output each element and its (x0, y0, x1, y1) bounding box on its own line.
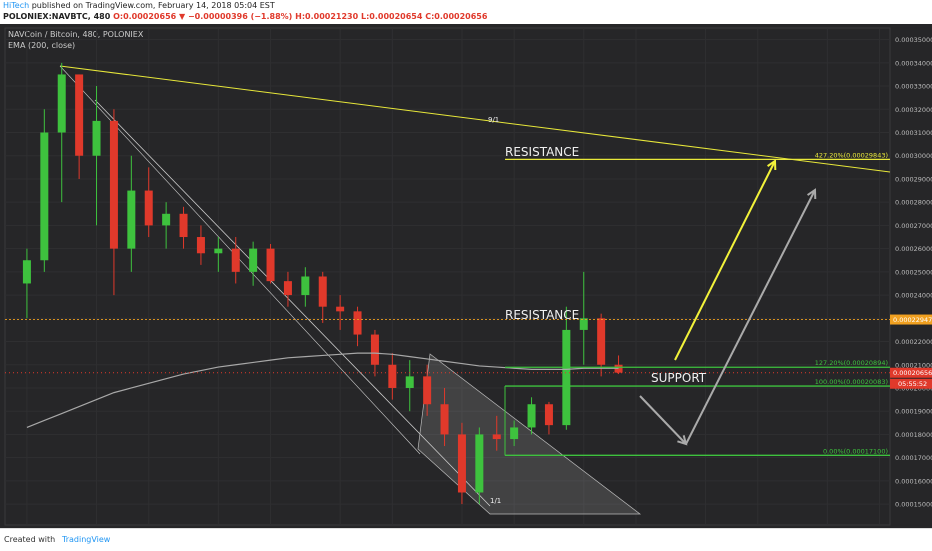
trend-line (59, 65, 891, 173)
annotation: RESISTANCE (505, 145, 579, 159)
candle-body (370, 334, 379, 365)
candle-body (266, 248, 275, 282)
plot-area (4, 27, 891, 526)
candle-body (127, 190, 136, 249)
candle-body (388, 364, 397, 388)
header-line: HiTech published on TradingView.com, Feb… (3, 1, 275, 10)
candle-body (510, 427, 519, 440)
chart: NAVCoin / Bitcoin, 480, POLONIEX EMA (20… (0, 24, 932, 528)
y-tick-label: 0.00027000 (895, 222, 932, 230)
level-label: 100.00%(0.00020083) (815, 378, 888, 386)
candle-body (283, 281, 292, 296)
y-tick-label: 0.00016000 (895, 477, 932, 485)
annotation: SUPPORT (651, 371, 707, 385)
candle-body (475, 434, 484, 493)
candle-body (162, 213, 171, 226)
price-tag (890, 314, 932, 325)
background (0, 24, 932, 528)
candle-body (179, 213, 188, 238)
trend-line (59, 65, 421, 455)
candle-body (423, 376, 432, 405)
open: O:0.00020656 (113, 12, 177, 21)
change: ▼ −0.00000396 (−1.88%) (179, 12, 293, 21)
level-label: 127.20%(0.00020894) (815, 359, 888, 367)
candle-body (440, 404, 449, 435)
y-tick-label: 0.00018000 (895, 431, 932, 439)
arrow (639, 395, 687, 445)
candle-body (22, 260, 31, 284)
legend-entry: EMA (200, close) (8, 41, 75, 50)
level-label: 0.00%(0.00017100) (823, 447, 888, 455)
trend-line (94, 99, 491, 507)
y-tick-label: 0.00031000 (895, 129, 932, 137)
candle-body (75, 74, 84, 156)
y-tick-label: 0.00015000 (895, 501, 932, 509)
y-tick-label: 0.00030000 (895, 152, 932, 160)
y-tick-label: 0.00024000 (895, 292, 932, 300)
close: C:0.00020656 (425, 12, 488, 21)
y-tick-label: 0.00029000 (895, 175, 932, 183)
y-tick-label: 0.00026000 (895, 245, 932, 253)
annotation: RESISTANCE (505, 308, 579, 322)
candle-body (231, 248, 240, 272)
arrow (685, 189, 816, 445)
candle-body (597, 318, 606, 365)
price-tag-label: 0.00022947 (893, 316, 932, 324)
arrow-head (767, 159, 777, 171)
price-tag (890, 367, 932, 378)
candle-body (353, 311, 362, 335)
y-tick-label: 0.00033000 (895, 83, 932, 91)
low: L:0.00020654 (360, 12, 423, 21)
countdown-tag (890, 378, 932, 389)
chart-title: NAVCoin / Bitcoin, 480, POLONIEX (8, 30, 144, 39)
candle-body (336, 306, 345, 312)
candle-body (562, 329, 571, 426)
y-tick-label: 0.00025000 (895, 268, 932, 276)
brand[interactable]: TradingView (62, 535, 111, 544)
arrow (674, 160, 776, 361)
candle-body (40, 132, 49, 261)
candle-body (92, 120, 101, 156)
candle-body (214, 248, 223, 254)
candle-body (318, 276, 327, 307)
candle-body (109, 120, 118, 249)
ohlc-line: POLONIEX:NAVBTC, 480 O:0.00020656 ▼ −0.0… (3, 12, 487, 21)
symbol: POLONIEX:NAVBTC, 480 (3, 12, 111, 21)
candle-body (457, 434, 466, 493)
footer: Created with TradingView (0, 528, 932, 551)
author[interactable]: HiTech (3, 1, 30, 10)
y-tick-label: 0.00019000 (895, 408, 932, 416)
y-tick-label: 0.00022000 (895, 338, 932, 346)
candle-body (249, 248, 258, 272)
created: Created with (4, 535, 56, 544)
level-label: 427.20%(0.00029843) (815, 151, 888, 159)
y-tick-label: 0.00034000 (895, 59, 932, 67)
candle-body (196, 237, 205, 254)
y-tick-label: 0.00032000 (895, 106, 932, 114)
price-tag-label: 0.00020656 (893, 369, 932, 377)
ema-line (26, 352, 619, 429)
candle-body (527, 404, 536, 428)
candle-body (579, 318, 588, 330)
annotation: 1/1 (490, 497, 501, 505)
annotation: 9/1 (488, 116, 499, 124)
candle-body (57, 74, 66, 133)
candle-body (301, 276, 310, 296)
candle-body (544, 404, 553, 426)
y-tick-label: 0.00017000 (895, 454, 932, 462)
published: published on TradingView.com, February 1… (31, 1, 275, 10)
arrow-head (807, 188, 817, 200)
countdown-label: 05:55:52 (898, 380, 927, 388)
high: H:0.00021230 (295, 12, 359, 21)
y-tick-label: 0.00028000 (895, 199, 932, 207)
y-tick-label: 0.00021000 (895, 361, 932, 369)
y-tick-label: 0.00035000 (895, 36, 932, 44)
candle-body (405, 376, 414, 388)
candle-body (492, 434, 501, 440)
channel (417, 353, 642, 515)
candle-body (144, 190, 153, 226)
